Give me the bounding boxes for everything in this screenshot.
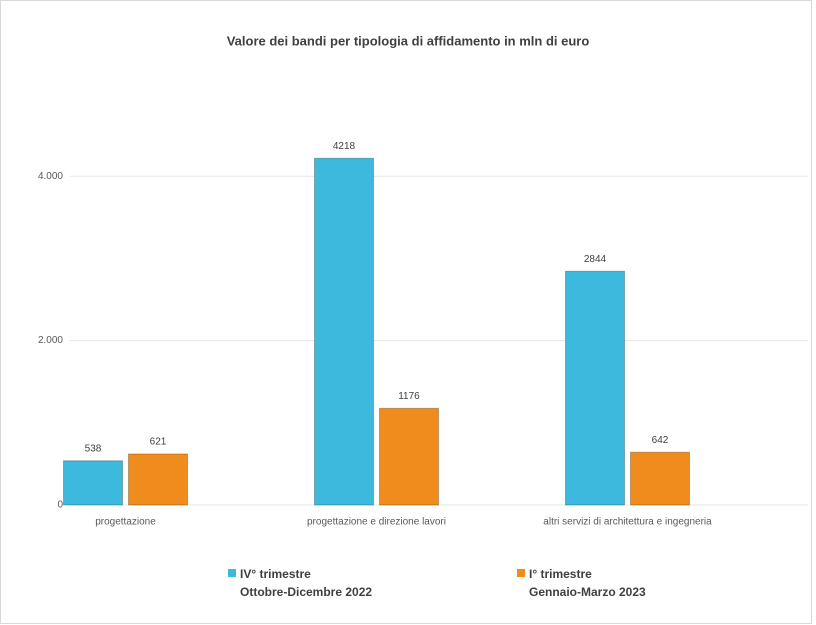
bar [379,407,439,506]
data-label: 642 [652,435,669,446]
x-tick-label: progettazione [95,517,156,528]
chart-title: Valore dei bandi per tipologia di affida… [227,33,590,48]
y-tick-label: 2.000 [38,335,63,346]
bar [128,453,188,506]
bar [565,270,625,506]
bar [314,157,374,506]
legend-label: I° trimestre Gennaio-Marzo 2023 [529,567,646,599]
legend-swatch [228,569,236,577]
data-label: 4218 [333,141,356,152]
data-label: 538 [85,443,102,454]
legend-label: IV° trimestre Ottobre-Dicembre 2022 [240,567,373,599]
x-tick-label: altri servizi di architettura e ingegner… [543,517,712,528]
bar [63,460,123,506]
data-label: 621 [150,437,167,448]
y-tick-label: 4.000 [38,171,63,182]
legend-item: I° trimestre Gennaio-Marzo 2023 [517,565,646,601]
x-tick-label: progettazione e direzione lavori [307,517,446,528]
legend-swatch [517,569,525,577]
data-label: 1176 [398,391,420,402]
y-tick-label: 0 [57,500,63,511]
bar [630,451,690,506]
legend-item: IV° trimestre Ottobre-Dicembre 2022 [228,565,372,601]
data-label: 2844 [584,254,607,265]
